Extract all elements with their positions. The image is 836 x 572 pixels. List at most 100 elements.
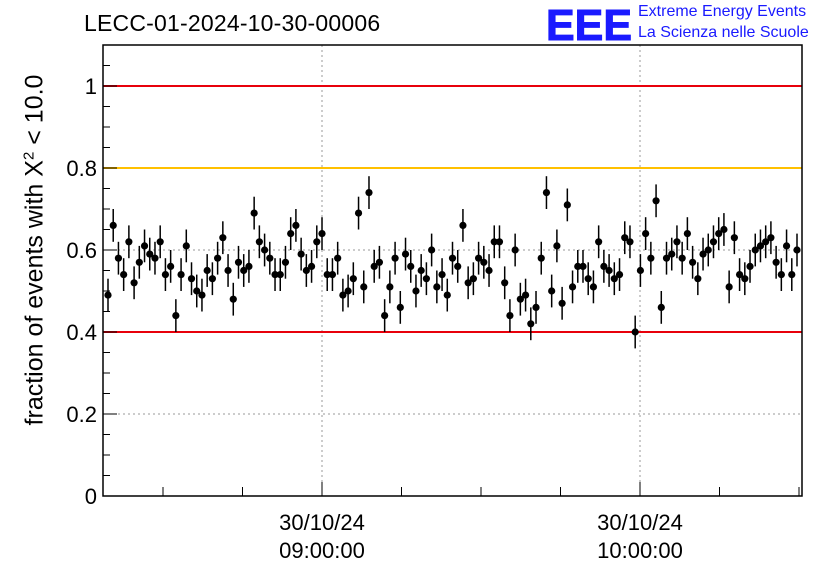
data-point [610,275,618,283]
data-point [553,242,561,250]
data-point [229,295,237,303]
data-point [563,201,571,209]
data-point [673,238,681,246]
eee-logo: EEE [546,1,634,51]
data-point [756,242,765,250]
data-point [474,254,483,262]
data-point [793,246,801,254]
data-point [339,291,347,299]
data-point [443,291,451,299]
data-point [631,328,639,336]
data-point [678,254,686,262]
data-point [198,291,206,299]
data-point [584,275,592,283]
data-point [542,189,551,197]
data-point [135,258,143,266]
data-point [328,271,337,279]
data-point [177,271,185,279]
data-point [104,291,112,299]
data-point [167,262,175,270]
data-point [485,266,493,275]
data-point [741,275,749,283]
data-point [276,271,284,279]
data-point [579,262,587,270]
data-point [407,262,415,270]
data-point [360,283,368,291]
data-point [772,258,780,266]
y-tick-label: 0.6 [66,238,97,263]
data-point [381,312,389,320]
data-point [751,246,759,254]
data-point [375,258,384,266]
data-point [182,242,190,250]
data-point [574,262,582,270]
data-point [240,266,248,275]
data-point [156,238,164,246]
data-point [548,287,556,295]
x-tick-label-time: 10:00:00 [597,538,683,563]
data-point [589,283,598,291]
data-point [689,258,697,266]
data-point [318,230,326,238]
data-point [245,262,253,270]
data-point [459,221,467,229]
data-point [146,250,154,258]
data-point [412,287,420,295]
data-point [302,266,310,275]
data-point [720,225,728,234]
data-point [501,279,509,287]
data-point [532,303,540,311]
data-point [469,275,477,283]
data-point [219,234,227,242]
data-point [323,271,331,279]
data-point [208,275,216,283]
x-tick-label-time: 09:00:00 [279,538,365,563]
data-point [647,254,655,262]
data-point [490,238,498,246]
data-point [605,266,613,275]
data-point [762,238,770,246]
data-point [187,275,196,283]
data-point [140,242,149,250]
data-point [344,287,352,295]
data-point [683,230,691,238]
data-point [777,271,785,279]
data-point [704,246,712,254]
data-point [354,209,363,217]
y-tick-label: 0.2 [66,402,97,427]
data-point [114,254,123,262]
data-point [250,209,258,217]
data-point [621,234,629,242]
data-point [334,254,342,262]
data-point [788,271,796,279]
data-point [709,238,718,246]
data-point [448,254,457,262]
data-point [600,262,608,270]
y-tick-label: 1 [85,74,97,99]
data-point [662,254,671,262]
data-point [715,230,723,238]
data-point [203,266,211,275]
data-point [511,246,519,254]
data-point [281,258,290,266]
data-point [730,234,738,242]
data-point [307,262,316,270]
data-point [365,189,373,197]
logo-line-1: Extreme Energy Events [638,3,807,20]
data-point [255,238,263,246]
y-tick-label: 0 [85,484,97,509]
data-point [495,238,504,246]
data-point [782,242,791,250]
data-point [422,275,431,283]
x-tick-label-date: 30/10/24 [597,510,683,535]
data-point [438,271,446,279]
data-point [694,275,702,283]
data-point [464,279,472,287]
data-point [767,234,775,242]
data-point [668,250,676,258]
data-point [521,291,530,299]
data-point [386,283,394,291]
chart-title: LECC-01-2024-10-30-00006 [84,10,381,36]
data-point [735,271,744,279]
